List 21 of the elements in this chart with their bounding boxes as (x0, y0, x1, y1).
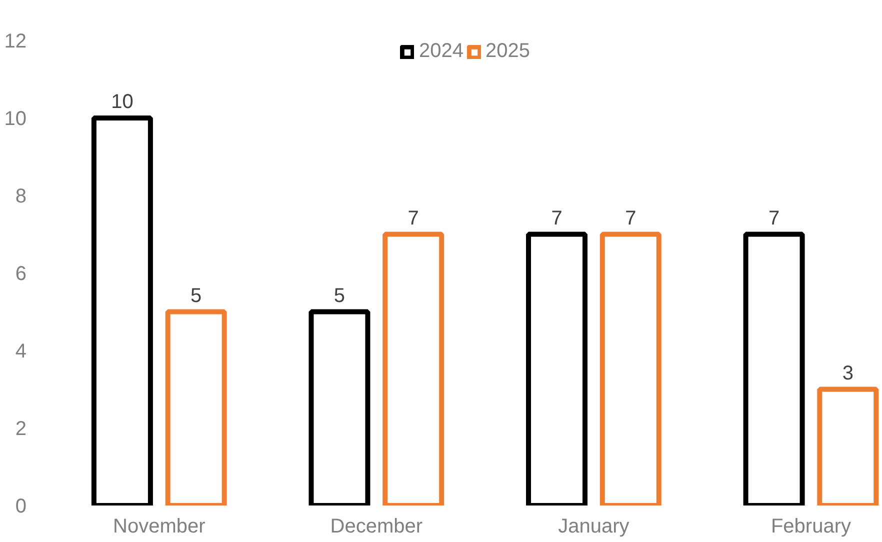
data-label: 7 (408, 207, 419, 230)
y-tick-label: 2 (15, 418, 26, 440)
y-tick-label: 10 (4, 108, 27, 130)
data-label: 7 (625, 207, 636, 230)
data-label: 10 (111, 91, 134, 113)
data-label: 7 (768, 207, 780, 230)
data-label: 3 (842, 362, 854, 384)
y-tick-label: 6 (15, 263, 26, 285)
y-tick-label: 4 (15, 340, 26, 362)
x-tick-label: January (558, 516, 630, 538)
data-label: 7 (551, 207, 562, 230)
x-tick-label: November (113, 516, 206, 538)
y-tick-label: 8 (15, 186, 26, 208)
y-tick-label: 0 (15, 496, 26, 518)
x-tick-label: February (770, 516, 851, 538)
x-tick-label: December (330, 516, 423, 538)
y-tick-label: 12 (4, 30, 27, 52)
legend-label: 2025 (486, 40, 530, 63)
data-label: 5 (334, 284, 346, 307)
data-label: 5 (190, 284, 202, 307)
legend-label: 2024 (419, 40, 464, 63)
